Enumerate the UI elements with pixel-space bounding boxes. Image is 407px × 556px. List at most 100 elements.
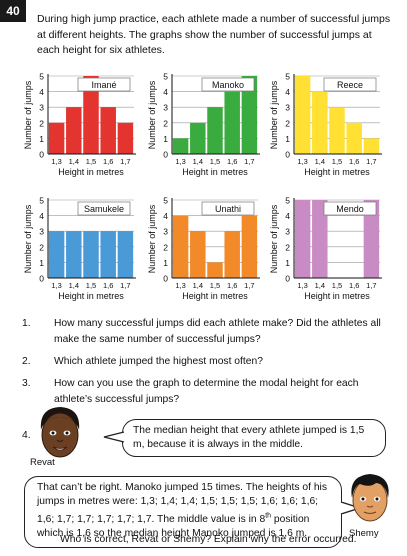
x-tick-label: 1,5 <box>332 157 342 166</box>
shemy-speech-bubble: That can’t be right. Manoko jumped 15 ti… <box>24 476 342 548</box>
y-tick-label: 3 <box>39 103 44 113</box>
bar <box>117 122 134 154</box>
x-axis-title: Height in metres <box>182 291 248 301</box>
x-tick-label: 1,4 <box>193 157 203 166</box>
x-axis-title: Height in metres <box>304 167 370 177</box>
y-tick-label: 4 <box>163 87 168 97</box>
bar <box>363 138 380 154</box>
x-tick-label: 1,4 <box>315 281 325 290</box>
x-tick-label: 1,7 <box>120 157 130 166</box>
bar <box>66 107 82 154</box>
page-number: 40 <box>0 0 26 22</box>
y-tick-label: 2 <box>163 242 168 252</box>
x-tick-label: 1,6 <box>349 157 359 166</box>
x-tick-label: 1,7 <box>366 281 376 290</box>
y-tick-label: 5 <box>163 196 168 206</box>
bar <box>224 91 240 154</box>
y-axis-title: Number of jumps <box>269 204 279 273</box>
y-tick-label: 2 <box>163 118 168 128</box>
y-tick-label: 4 <box>39 211 44 221</box>
bar <box>329 107 345 154</box>
y-tick-label: 3 <box>163 103 168 113</box>
chart-title: Mendo <box>336 204 364 214</box>
y-axis-title: Number of jumps <box>269 80 279 149</box>
revat-speech-bubble: The median height that every athlete jum… <box>122 419 386 457</box>
chart-label-box <box>201 201 255 216</box>
y-tick-label: 5 <box>39 72 44 82</box>
bar <box>241 76 258 154</box>
y-tick-label: 3 <box>39 227 44 237</box>
bar <box>207 262 223 278</box>
y-tick-label: 1 <box>285 134 290 144</box>
y-tick-label: 2 <box>39 118 44 128</box>
y-tick-label: 5 <box>163 72 168 82</box>
bar <box>100 231 116 278</box>
bar <box>190 231 206 278</box>
y-tick-label: 1 <box>163 134 168 144</box>
y-tick-label: 0 <box>285 274 290 284</box>
x-tick-label: 1,6 <box>103 157 113 166</box>
y-axis-title: Number of jumps <box>23 80 33 149</box>
y-tick-label: 2 <box>285 242 290 252</box>
y-tick-label: 3 <box>285 103 290 113</box>
bar <box>363 200 380 278</box>
y-tick-label: 1 <box>285 258 290 268</box>
shemy-face-icon <box>351 474 389 522</box>
x-tick-label: 1,7 <box>120 281 130 290</box>
question-number: 2. <box>22 356 31 367</box>
speech-tail-icon <box>103 431 125 443</box>
question-text: How many successful jumps did each athle… <box>54 318 381 345</box>
y-tick-label: 1 <box>39 134 44 144</box>
final-question-text: Who is correct, Revat or Shemy? Explain … <box>60 534 357 545</box>
y-tick-label: 4 <box>285 211 290 221</box>
chart-label-box <box>201 77 255 92</box>
x-tick-label: 1,6 <box>227 157 237 166</box>
x-tick-label: 1,5 <box>332 281 342 290</box>
revat-face-icon <box>40 407 80 458</box>
x-tick-label: 1,6 <box>103 281 113 290</box>
chart-label-box <box>323 201 377 216</box>
bar <box>190 122 206 154</box>
y-tick-label: 3 <box>163 227 168 237</box>
y-tick-label: 4 <box>39 87 44 97</box>
x-axis-title: Height in metres <box>58 167 124 177</box>
bar <box>172 138 189 154</box>
bar <box>294 200 311 278</box>
x-tick-label: 1,3 <box>175 157 185 166</box>
intro-text: During high jump practice, each athlete … <box>37 13 391 56</box>
chart-title: Samukele <box>84 204 124 214</box>
bar <box>66 231 82 278</box>
y-tick-label: 2 <box>285 118 290 128</box>
y-tick-label: 1 <box>163 258 168 268</box>
y-tick-label: 5 <box>39 196 44 206</box>
y-tick-label: 5 <box>285 72 290 82</box>
x-tick-label: 1,5 <box>86 157 96 166</box>
x-tick-label: 1,3 <box>51 281 61 290</box>
bar <box>346 122 362 154</box>
bar <box>48 231 65 278</box>
y-tick-label: 0 <box>163 274 168 284</box>
x-tick-label: 1,4 <box>69 157 79 166</box>
bar <box>100 107 116 154</box>
bar <box>312 200 328 278</box>
x-tick-label: 1,4 <box>315 157 325 166</box>
bar <box>312 91 328 154</box>
x-tick-label: 1,5 <box>86 281 96 290</box>
x-tick-label: 1,7 <box>244 157 254 166</box>
x-tick-label: 1,7 <box>366 157 376 166</box>
y-tick-label: 3 <box>285 227 290 237</box>
x-axis-title: Height in metres <box>58 291 124 301</box>
x-tick-label: 1,5 <box>210 157 220 166</box>
x-tick-label: 1,3 <box>175 281 185 290</box>
bar <box>294 76 311 154</box>
y-axis-title: Number of jumps <box>23 204 33 273</box>
chart-title: Reece <box>337 80 363 90</box>
shemy-speech-text: That can’t be right. Manoko jumped 15 ti… <box>37 482 327 540</box>
question-number: 1. <box>22 318 31 329</box>
chart-title: Manoko <box>212 80 244 90</box>
bar <box>172 215 189 278</box>
